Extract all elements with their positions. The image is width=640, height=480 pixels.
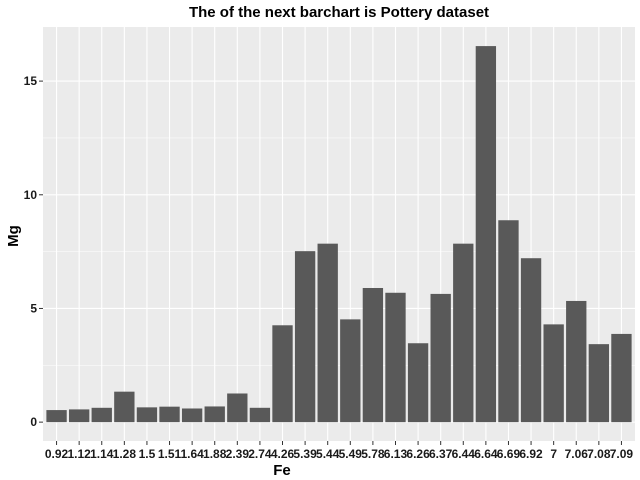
bar [204, 406, 225, 423]
x-tick-label: 1.64 [180, 447, 204, 461]
bar [475, 46, 497, 423]
y-tick-label: 15 [24, 74, 38, 88]
y-tick-label: 5 [30, 301, 37, 315]
bar [520, 258, 542, 423]
bar [543, 324, 564, 423]
bar [362, 287, 384, 423]
x-tick-label: 6.26 [406, 447, 430, 461]
bars [46, 46, 632, 423]
bar [430, 293, 451, 423]
bar [317, 243, 338, 423]
x-tick-label: 7.09 [610, 447, 634, 461]
x-tick-label: 1.5 [139, 447, 156, 461]
bar [114, 391, 135, 423]
x-tick-label: 5.78 [361, 447, 385, 461]
x-tick-label: 6.44 [452, 447, 476, 461]
x-axis: 0.92 1.12 1.14 1.28 1.5 1.51 1.64 1.88 2.39 2.74 4… [45, 441, 634, 461]
x-tick-label: 5.49 [339, 447, 363, 461]
bar [611, 333, 632, 423]
bar [566, 300, 587, 423]
x-tick-label: 1.88 [203, 447, 227, 461]
bar [136, 407, 158, 423]
bar [588, 344, 610, 423]
chart-title: The of the next barchart is Pottery data… [189, 4, 489, 21]
x-tick-label: 5.39 [293, 447, 317, 461]
x-tick-label: 7.08 [587, 447, 611, 461]
x-tick-label: 0.92 [45, 447, 69, 461]
bar [91, 407, 112, 423]
x-tick-label: 1.51 [158, 447, 182, 461]
x-tick-label: 6.13 [384, 447, 408, 461]
x-tick-label: 6.64 [474, 447, 498, 461]
bar [453, 243, 474, 423]
x-axis-title: Fe [273, 462, 291, 479]
y-axis: 0 5 10 15 [24, 74, 43, 429]
y-tick-label: 0 [30, 415, 37, 429]
bar [227, 393, 248, 423]
bar [407, 343, 429, 423]
y-axis-title: Mg [5, 225, 22, 247]
bar [272, 325, 293, 423]
y-tick-label: 10 [24, 188, 38, 202]
x-tick-label: 2.39 [226, 447, 250, 461]
bar [498, 220, 519, 423]
x-tick-label: 7 [550, 447, 557, 461]
bar [340, 319, 361, 423]
x-tick-label: 2.74 [248, 447, 272, 461]
x-tick-label: 6.92 [519, 447, 543, 461]
x-tick-label: 1.12 [67, 447, 91, 461]
bar [46, 410, 67, 423]
bar [181, 408, 203, 423]
bar [294, 251, 316, 423]
x-tick-label: 6.37 [429, 447, 453, 461]
x-tick-label: 1.14 [90, 447, 114, 461]
x-tick-label: 1.28 [113, 447, 137, 461]
bar [68, 409, 90, 423]
x-tick-label: 4.26 [271, 447, 295, 461]
x-tick-label: 7.06 [565, 447, 589, 461]
bar [249, 407, 271, 423]
x-tick-label: 5.44 [316, 447, 340, 461]
bar [385, 292, 406, 423]
bar [159, 406, 180, 423]
x-tick-label: 6.69 [497, 447, 521, 461]
